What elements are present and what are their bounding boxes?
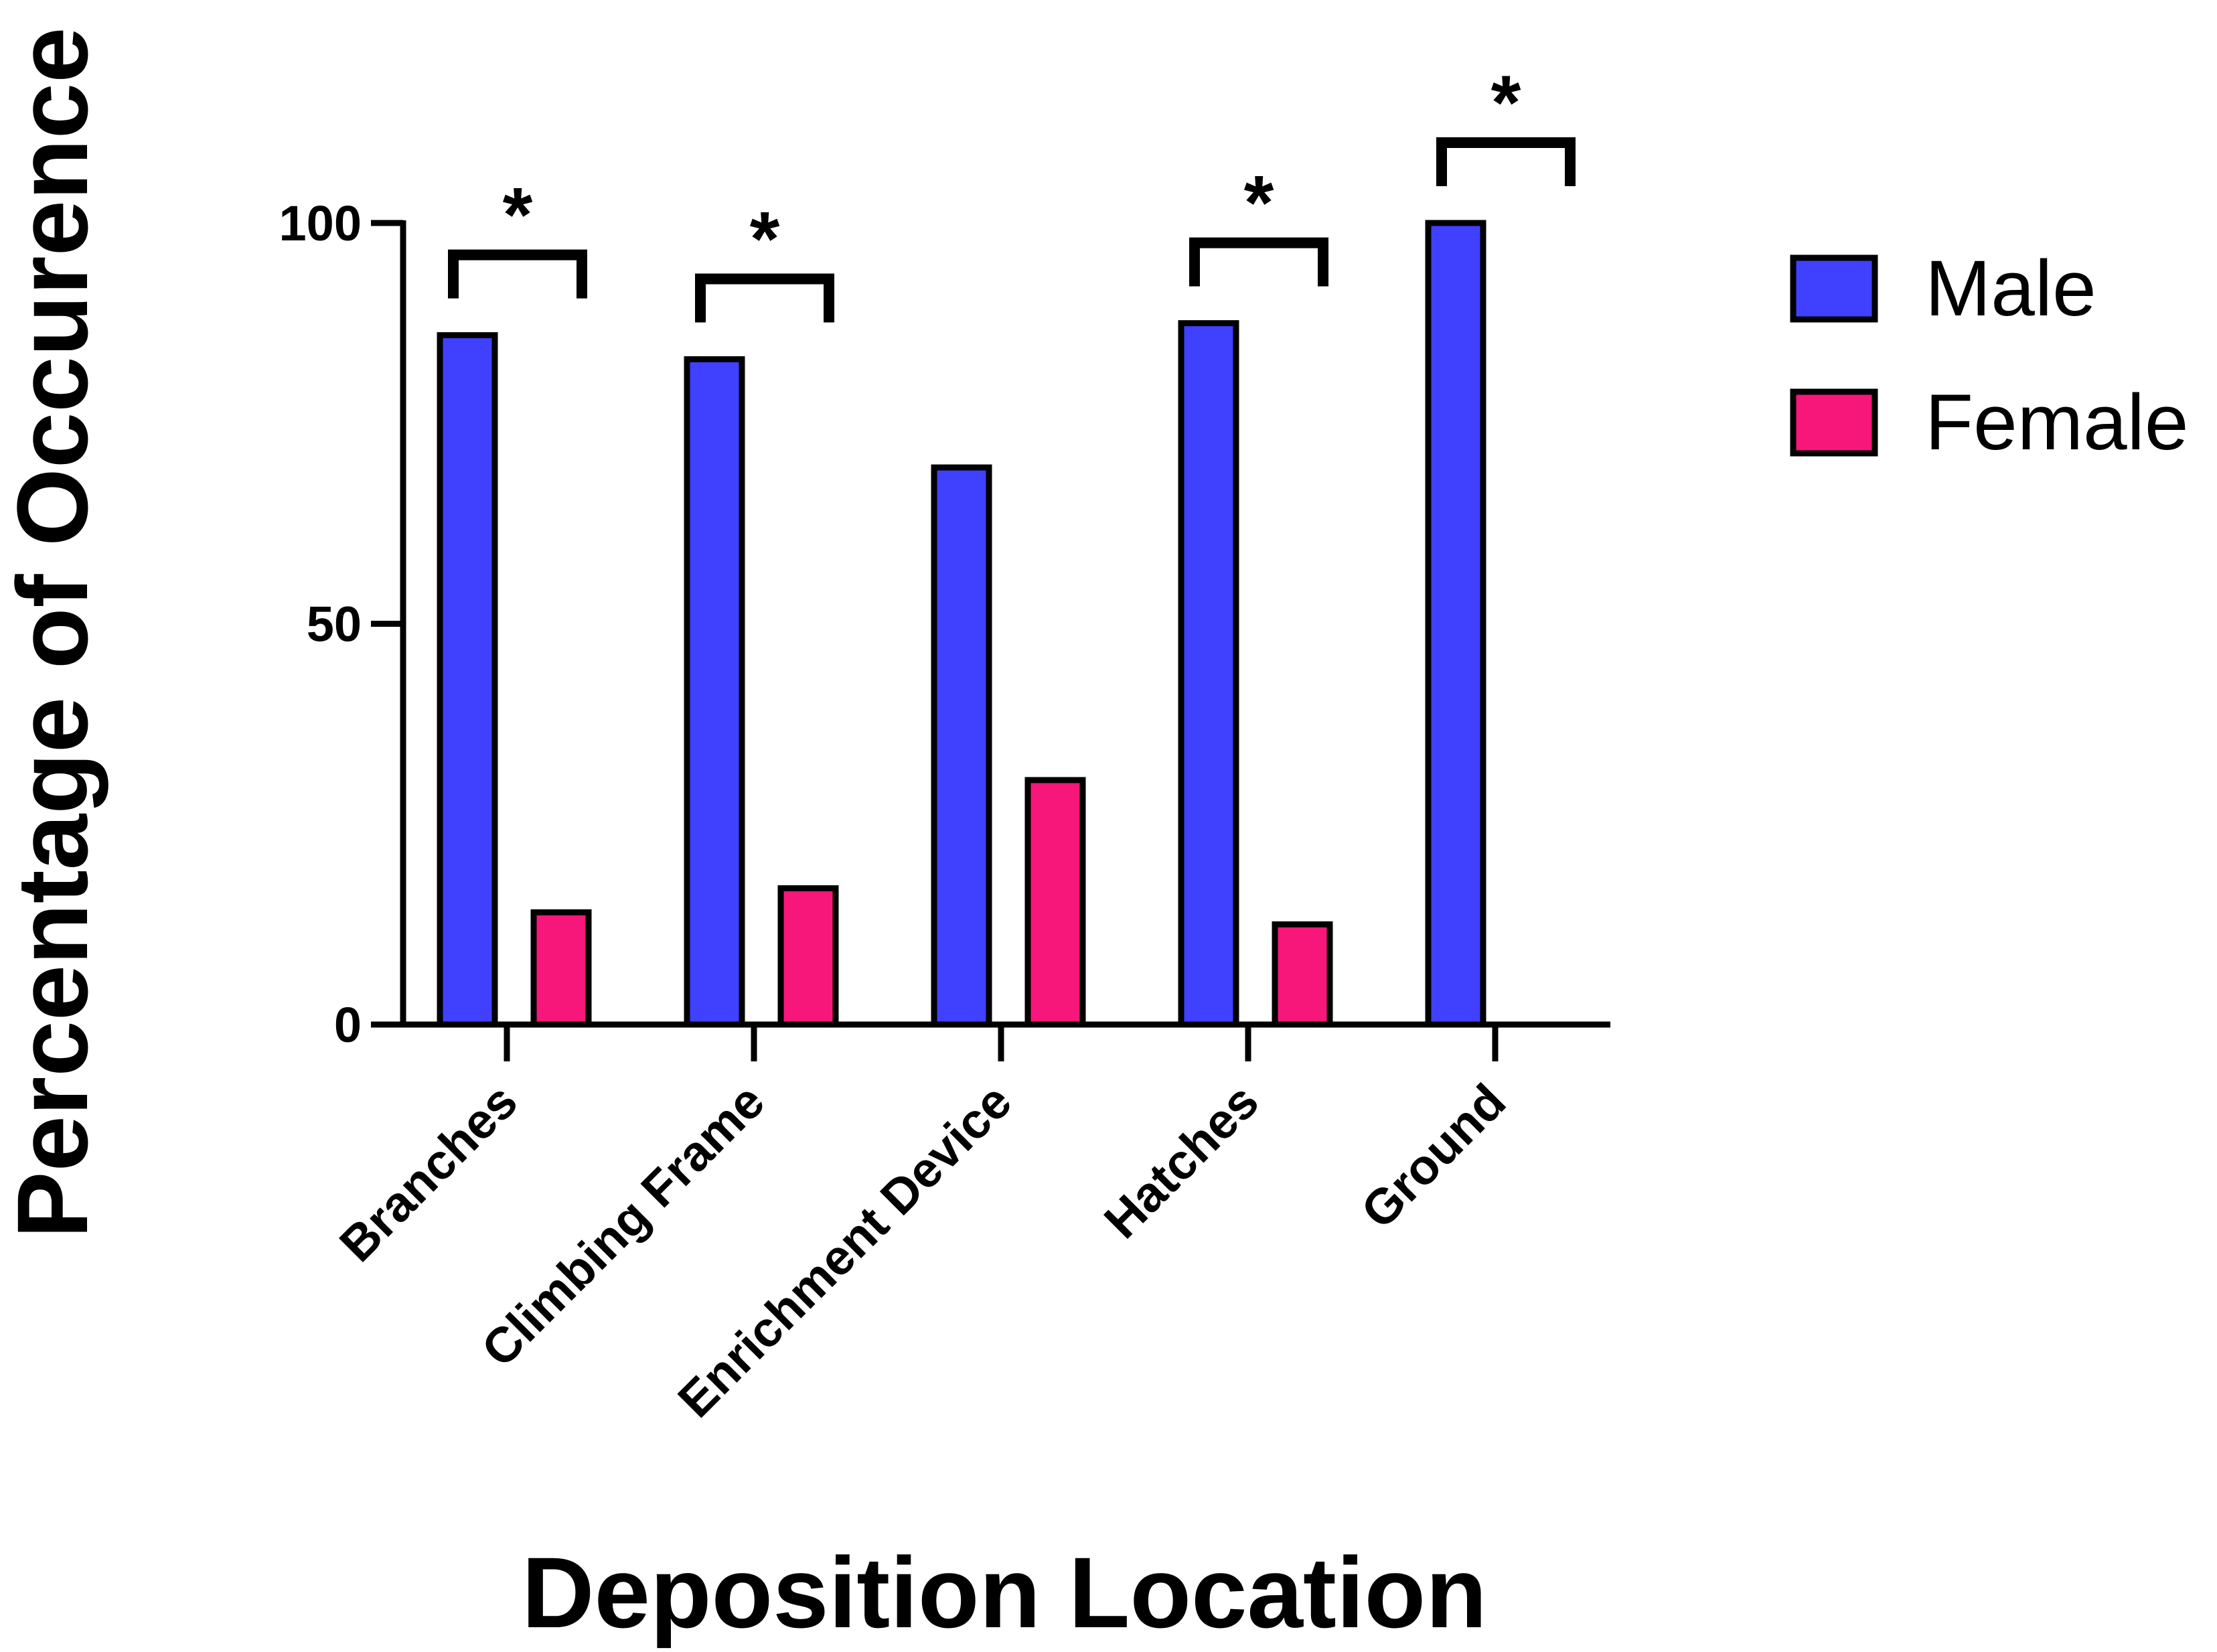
y-tick-label: 50 — [307, 597, 362, 652]
y-axis-title: Percentage of Occurence — [0, 27, 108, 1238]
legend-label-male: Male — [1925, 244, 2096, 333]
legend-label-female: Female — [1925, 378, 2188, 467]
bar-male-enrichment-device — [931, 464, 992, 1028]
significance-star: * — [1491, 60, 1521, 146]
legend: Male Female — [1790, 244, 2188, 467]
x-tick-label: Branches — [329, 1073, 528, 1272]
significance-bracket — [448, 249, 587, 299]
significance-bracket — [695, 273, 834, 323]
bar-male-branches — [437, 332, 498, 1028]
significance-star: * — [503, 173, 533, 258]
significance-group: * * * * — [448, 60, 1576, 323]
significance-bracket — [1436, 137, 1576, 186]
bar-male-ground — [1425, 220, 1486, 1028]
x-tick-label: Ground — [1351, 1073, 1517, 1240]
bars-group — [437, 220, 1486, 1028]
y-tick-label: 0 — [334, 997, 362, 1053]
significance-bracket — [1189, 237, 1328, 287]
x-axis-title: Deposition Location — [522, 1536, 1487, 1649]
significance-star: * — [1244, 161, 1274, 246]
significance-star: * — [750, 196, 780, 282]
y-tick-label: 100 — [279, 196, 362, 251]
bar-female-branches — [530, 909, 592, 1028]
x-tick-label: Hatches — [1093, 1073, 1269, 1249]
bar-male-climbing-frame — [684, 356, 745, 1028]
bar-female-enrichment-device — [1024, 777, 1086, 1028]
bar-female-hatches — [1272, 921, 1333, 1028]
legend-swatch-male — [1790, 254, 1878, 323]
legend-swatch-female — [1790, 388, 1878, 457]
bar-male-hatches — [1178, 320, 1239, 1028]
bar-female-climbing-frame — [777, 885, 839, 1028]
y-ticks-group: 0 50 100 — [279, 196, 403, 1053]
